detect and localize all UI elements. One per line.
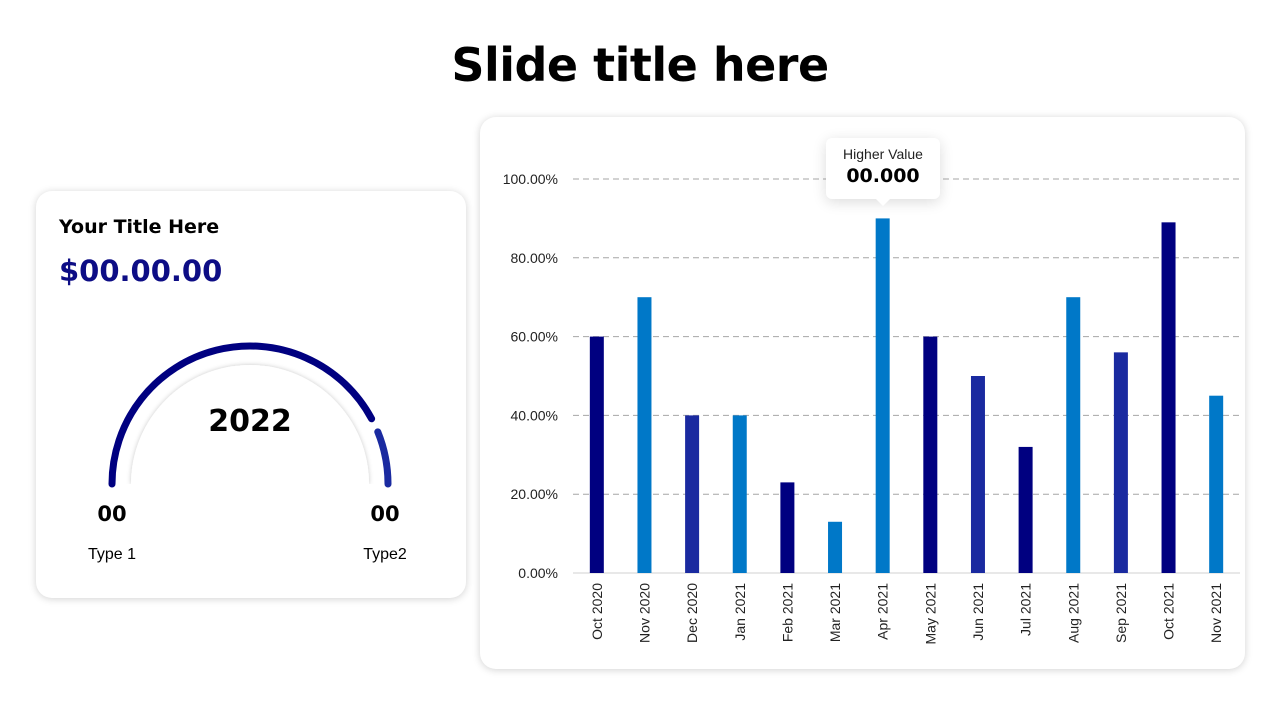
bar [1018, 446, 1033, 573]
bar [780, 482, 795, 573]
x-tick-label: Jun 2021 [970, 583, 986, 641]
x-tick-label: Aug 2021 [1065, 583, 1081, 643]
tooltip-value: 00.000 [846, 165, 920, 187]
y-tick-label: 40.00% [511, 407, 558, 423]
y-tick-label: 100.00% [503, 171, 558, 187]
bar [923, 336, 938, 573]
slide-title: Slide title here [451, 38, 829, 92]
bar [1113, 352, 1128, 573]
bar [685, 415, 700, 573]
x-tick-label: Nov 2020 [636, 583, 652, 643]
gauge-arc-primary [108, 342, 376, 488]
bar [970, 376, 985, 573]
bar [589, 336, 604, 573]
gauge-left-number: 00 [97, 502, 127, 526]
x-tick-label: May 2021 [922, 583, 938, 645]
y-tick-label: 60.00% [511, 329, 558, 345]
x-tick-label: Oct 2020 [589, 583, 605, 640]
x-tick-label: Mar 2021 [827, 583, 843, 642]
x-tick-label: Nov 2021 [1208, 583, 1224, 643]
kpi-card: Your Title Here $00.00.00 2022 00 00 Typ… [36, 191, 466, 598]
gauge-base-mask [121, 484, 381, 498]
gauge-year: 2022 [208, 404, 292, 439]
x-tick-label: Apr 2021 [875, 583, 891, 640]
higher-value-tooltip: Higher Value 00.000 [826, 138, 940, 206]
gauge-arc-secondary [374, 428, 392, 488]
x-tick-label: Oct 2021 [1161, 583, 1177, 640]
x-tick-label: Jul 2021 [1018, 583, 1034, 636]
bar [637, 297, 652, 573]
gauge [108, 342, 392, 498]
y-tick-label: 20.00% [511, 486, 558, 502]
kpi-value: $00.00.00 [59, 254, 223, 288]
bar [875, 218, 890, 573]
bar [732, 415, 747, 573]
x-tick-label: Jan 2021 [732, 583, 748, 641]
x-tick-label: Sep 2021 [1113, 583, 1129, 643]
bar [1066, 297, 1081, 573]
gauge-left-label: Type 1 [87, 546, 137, 563]
gauge-right-label: Type2 [363, 546, 407, 563]
chart-card: 0.00% 20.00% 40.00% 60.00% 80.00% 100.00% Oct … [480, 117, 1245, 669]
kpi-title: Your Title Here [59, 216, 220, 238]
x-tick-label: Feb 2021 [779, 583, 795, 642]
tooltip-label: Higher Value [843, 146, 923, 162]
x-tick-label: Dec 2020 [684, 583, 700, 643]
y-tick-label: 80.00% [511, 250, 558, 266]
bar-chart: 0.00% 20.00% 40.00% 60.00% 80.00% 100.00% Oct … [503, 171, 1240, 645]
bar [828, 521, 843, 573]
gauge-inner-face [131, 365, 369, 484]
gauge-right-number: 00 [370, 502, 400, 526]
bar [1209, 395, 1224, 573]
bar [1161, 222, 1176, 573]
y-tick-label: 0.00% [518, 565, 558, 581]
